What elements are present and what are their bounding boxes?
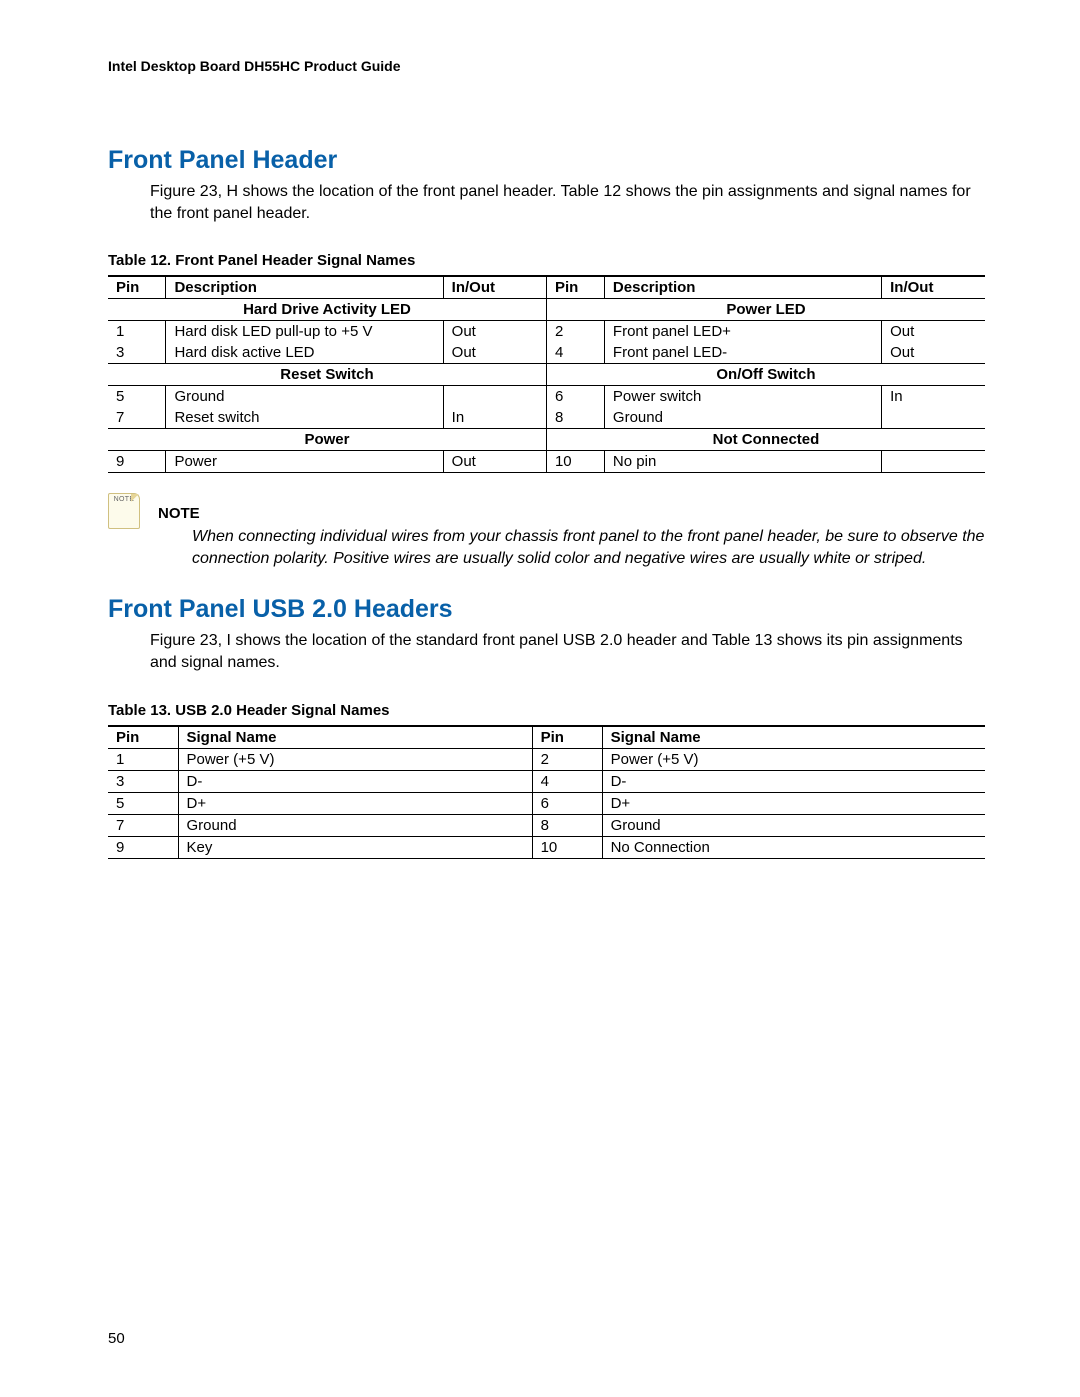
column-header: In/Out: [882, 276, 985, 299]
table-cell: 2: [532, 748, 602, 770]
table-cell: 1: [108, 748, 178, 770]
table-cell: Out: [882, 342, 985, 364]
note-block: NOTE NOTE When connecting individual wir…: [108, 493, 985, 569]
table-cell: 7: [108, 814, 178, 836]
table-cell: In: [882, 386, 985, 408]
section-heading: Front Panel USB 2.0 Headers: [108, 595, 985, 624]
document-header: Intel Desktop Board DH55HC Product Guide: [108, 58, 985, 74]
section-intro: Figure 23, I shows the location of the s…: [150, 630, 985, 673]
table-cell: Hard disk active LED: [166, 342, 443, 364]
section-intro: Figure 23, H shows the location of the f…: [150, 181, 985, 224]
table-cell: Ground: [604, 407, 881, 429]
column-header: Pin: [546, 276, 604, 299]
table-cell: Out: [882, 321, 985, 343]
table-caption: Table 13. USB 2.0 Header Signal Names: [108, 702, 985, 719]
table-cell: Ground: [166, 386, 443, 408]
table-cell: 4: [532, 770, 602, 792]
table-cell: Power (+5 V): [178, 748, 532, 770]
front-panel-header-table: Pin Description In/Out Pin Description I…: [108, 275, 985, 473]
table-cell: 5: [108, 386, 166, 408]
table-cell: Out: [443, 451, 546, 473]
table-cell: 5: [108, 792, 178, 814]
table-cell: [882, 407, 985, 429]
column-header: Pin: [108, 276, 166, 299]
table-cell: Ground: [178, 814, 532, 836]
table-cell: 10: [532, 836, 602, 858]
table-cell: No pin: [604, 451, 881, 473]
table-cell: 9: [108, 451, 166, 473]
table-cell: Key: [178, 836, 532, 858]
table-cell: [443, 386, 546, 408]
table-cell: 10: [546, 451, 604, 473]
table-cell: 3: [108, 770, 178, 792]
table-cell: [882, 451, 985, 473]
usb-header-table: Pin Signal Name Pin Signal Name 1Power (…: [108, 725, 985, 859]
group-label: Reset Switch: [108, 364, 546, 386]
group-label: Hard Drive Activity LED: [108, 299, 546, 321]
table-cell: Hard disk LED pull-up to +5 V: [166, 321, 443, 343]
table-cell: Front panel LED+: [604, 321, 881, 343]
table-cell: In: [443, 407, 546, 429]
table-caption: Table 12. Front Panel Header Signal Name…: [108, 252, 985, 269]
table-cell: No Connection: [602, 836, 985, 858]
note-body: When connecting individual wires from yo…: [192, 526, 985, 569]
table-cell: 6: [546, 386, 604, 408]
table-cell: Out: [443, 321, 546, 343]
table-cell: 8: [546, 407, 604, 429]
note-title: NOTE: [158, 505, 985, 522]
table-cell: Power switch: [604, 386, 881, 408]
column-header: Signal Name: [178, 726, 532, 749]
group-label: Power: [108, 429, 546, 451]
section-heading: Front Panel Header: [108, 146, 985, 175]
table-cell: 3: [108, 342, 166, 364]
table-cell: Power: [166, 451, 443, 473]
column-header: Pin: [108, 726, 178, 749]
table-cell: Power (+5 V): [602, 748, 985, 770]
table-cell: 6: [532, 792, 602, 814]
page-number: 50: [108, 1330, 125, 1347]
group-label: Not Connected: [546, 429, 985, 451]
table-cell: D+: [602, 792, 985, 814]
section-front-panel-header: Front Panel Header Figure 23, H shows th…: [108, 146, 985, 473]
table-cell: 8: [532, 814, 602, 836]
group-label: Power LED: [546, 299, 985, 321]
table-cell: Out: [443, 342, 546, 364]
table-cell: 4: [546, 342, 604, 364]
column-header: Description: [604, 276, 881, 299]
column-header: Signal Name: [602, 726, 985, 749]
column-header: Description: [166, 276, 443, 299]
table-cell: 2: [546, 321, 604, 343]
group-label: On/Off Switch: [546, 364, 985, 386]
table-cell: Front panel LED-: [604, 342, 881, 364]
table-cell: Reset switch: [166, 407, 443, 429]
table-cell: 1: [108, 321, 166, 343]
column-header: In/Out: [443, 276, 546, 299]
table-cell: 7: [108, 407, 166, 429]
section-usb-headers: Front Panel USB 2.0 Headers Figure 23, I…: [108, 595, 985, 858]
table-cell: 9: [108, 836, 178, 858]
table-cell: D-: [602, 770, 985, 792]
table-cell: D-: [178, 770, 532, 792]
table-cell: Ground: [602, 814, 985, 836]
note-icon: NOTE: [108, 493, 140, 529]
table-cell: D+: [178, 792, 532, 814]
column-header: Pin: [532, 726, 602, 749]
